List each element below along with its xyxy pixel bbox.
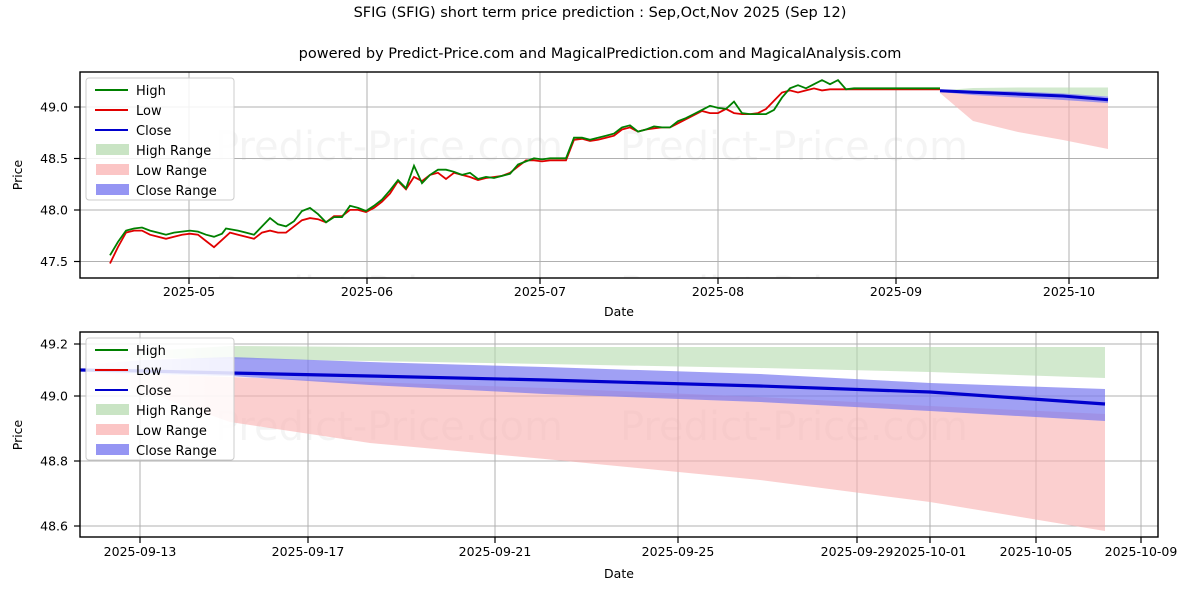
bottom-legend: High Low Close High Range Low Range Clos…	[85, 337, 235, 461]
top-chart: Predict-Price.com Predict-Price.com Pred…	[10, 71, 1159, 319]
close-line	[939, 89, 1109, 102]
top-series-group	[109, 78, 1109, 264]
x-tick-label: 2025-09-21	[459, 544, 532, 559]
low-line	[109, 87, 940, 264]
top-y-ticks	[74, 106, 80, 263]
x-tick-label: 2025-05	[163, 284, 215, 299]
figure-title: SFIG (SFIG) short term price prediction …	[353, 5, 847, 21]
legend-label-close: Close	[136, 124, 171, 139]
x-tick-label: 2025-09-25	[642, 544, 715, 559]
bottom-x-axis-label: Date	[604, 566, 634, 581]
legend-label-high-range: High Range	[136, 404, 211, 419]
bottom-x-ticks	[139, 537, 1142, 543]
legend-label-close: Close	[136, 384, 171, 399]
y-tick-label: 47.5	[40, 254, 68, 269]
legend-swatch-close-range	[96, 184, 129, 195]
watermark-text: Predict-Price.com	[620, 124, 968, 170]
low-range-band	[940, 92, 1108, 149]
watermark-text: Predict-Price.com	[620, 269, 968, 315]
x-tick-label: 2025-07	[514, 284, 566, 299]
high-range-band	[80, 346, 1105, 378]
x-tick-label: 2025-08	[692, 284, 744, 299]
bottom-chart: Predict-Price.com Predict-Price.com	[10, 331, 1178, 581]
y-tick-label: 48.6	[40, 519, 68, 534]
x-tick-label: 2025-09	[870, 284, 922, 299]
top-legend: High Low Close High Range Low Range Clos…	[85, 77, 235, 201]
y-tick-label: 49.0	[40, 389, 68, 404]
watermark-group-top: Predict-Price.com Predict-Price.com Pred…	[215, 124, 968, 315]
y-tick-label: 48.8	[40, 454, 68, 469]
top-x-tick-labels: 2025-05 2025-06 2025-07 2025-08 2025-09 …	[163, 284, 1095, 299]
legend-swatch-low-range	[96, 424, 129, 435]
bottom-y-ticks	[74, 343, 80, 527]
bottom-forecast-bands	[80, 346, 1105, 531]
x-tick-label: 2025-06	[341, 284, 393, 299]
x-tick-label: 2025-09-13	[104, 544, 177, 559]
legend-label-high-range: High Range	[136, 144, 211, 159]
x-tick-label: 2025-09-17	[272, 544, 345, 559]
y-tick-label: 49.0	[40, 100, 68, 115]
low-range-band	[80, 372, 1105, 531]
high-line	[109, 78, 940, 256]
legend-label-high: High	[136, 84, 166, 99]
watermark-text: Predict-Price.com	[215, 269, 563, 315]
top-y-tick-labels: 47.5 48.0 48.5 49.0	[40, 100, 68, 270]
top-axes-frame	[79, 71, 1159, 279]
legend-label-low-range: Low Range	[136, 424, 207, 439]
top-x-ticks	[188, 278, 1070, 284]
legend-label-low: Low	[136, 104, 162, 119]
bottom-x-tick-labels: 2025-09-13 2025-09-17 2025-09-21 2025-09…	[104, 544, 1178, 559]
legend-swatch-low-range	[96, 164, 129, 175]
y-tick-label: 49.2	[40, 337, 68, 352]
close-range-band	[80, 357, 1105, 421]
top-x-axis-label: Date	[604, 304, 634, 319]
top-y-axis-label: Price	[10, 159, 25, 190]
bottom-y-tick-labels: 48.6 48.8 49.0 49.2	[40, 337, 68, 534]
x-tick-label: 2025-10-01	[894, 544, 967, 559]
legend-label-close-range: Close Range	[136, 444, 217, 459]
legend-swatch-close-range	[96, 444, 129, 455]
legend-label-high: High	[136, 344, 166, 359]
legend-label-low: Low	[136, 364, 162, 379]
y-tick-label: 48.0	[40, 203, 68, 218]
top-forecast-bands	[940, 87, 1108, 149]
x-tick-label: 2025-10-09	[1105, 544, 1178, 559]
legend-swatch-high-range	[96, 144, 129, 155]
top-grid	[80, 72, 1158, 278]
figure-subtitle: powered by Predict-Price.com and Magical…	[298, 46, 902, 62]
bottom-y-axis-label: Price	[10, 419, 25, 450]
x-tick-label: 2025-09-29	[821, 544, 894, 559]
legend-swatch-high-range	[96, 404, 129, 415]
x-tick-label: 2025-10	[1043, 284, 1095, 299]
y-tick-label: 48.5	[40, 151, 68, 166]
legend-label-close-range: Close Range	[136, 184, 217, 199]
legend-label-low-range: Low Range	[136, 164, 207, 179]
watermark-text: Predict-Price.com	[215, 124, 563, 170]
bottom-axes-frame	[79, 331, 1159, 538]
x-tick-label: 2025-10-05	[1000, 544, 1073, 559]
